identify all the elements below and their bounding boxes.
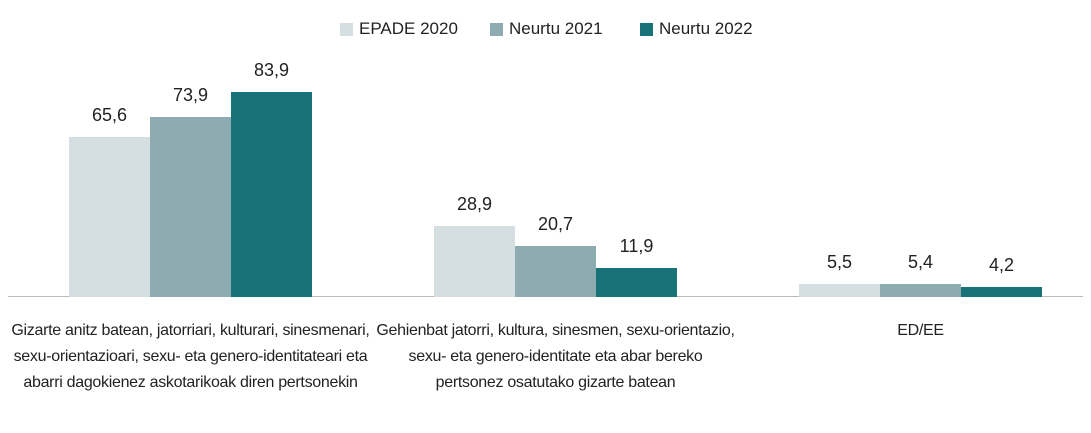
value-label: 20,7 — [537, 214, 574, 235]
bar — [434, 226, 515, 297]
value-label: 83,9 — [253, 60, 290, 81]
value-label: 5,4 — [907, 251, 934, 272]
legend-swatch — [490, 22, 503, 36]
bar — [231, 92, 312, 297]
bar — [596, 267, 677, 297]
legend-swatch — [340, 22, 353, 36]
legend-item: Neurtu 2022 — [640, 19, 753, 39]
x-tick-label: ED/EE — [897, 322, 944, 339]
legend-label: Neurtu 2022 — [659, 19, 753, 38]
bar — [880, 283, 961, 297]
x-tick-label: Gizarte anitz batean, jatorriari, kultur… — [11, 322, 370, 391]
legend-label: EPADE 2020 — [359, 19, 458, 38]
bar — [799, 283, 880, 297]
legend-item: Neurtu 2021 — [490, 19, 603, 39]
value-label: 4,2 — [988, 254, 1015, 275]
value-label: 73,9 — [172, 84, 209, 105]
bar — [69, 136, 150, 297]
bar — [961, 286, 1042, 297]
x-tick-label: Gehienbat jatorri, kultura, sinesmen, se… — [376, 322, 735, 391]
value-label: 5,5 — [826, 251, 853, 272]
legend-label: Neurtu 2021 — [509, 19, 603, 38]
value-label: 28,9 — [456, 194, 493, 215]
value-label: 65,6 — [91, 104, 128, 125]
legend-item: EPADE 2020 — [340, 19, 458, 39]
legend-swatch — [640, 22, 653, 36]
value-label: 11,9 — [619, 235, 654, 256]
bar — [150, 116, 231, 297]
bar — [515, 246, 596, 297]
